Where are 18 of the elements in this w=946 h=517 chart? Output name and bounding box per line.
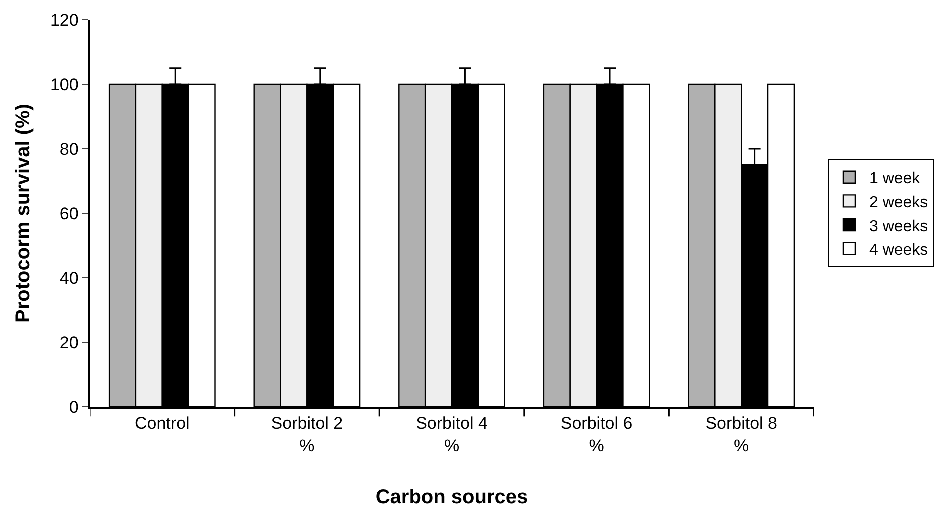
legend-label: 1 week (869, 170, 922, 188)
y-tick-label: 0 (69, 398, 79, 417)
y-axis-title: Protocorm survival (%) (12, 104, 34, 323)
x-tick-label: Sorbitol 8 % (706, 414, 778, 456)
legend-label: 3 weeks (869, 218, 928, 236)
y-tick-label: 120 (50, 10, 79, 30)
x-tick-label: Control (134, 414, 190, 434)
legend-label: 2 weeks (869, 194, 928, 212)
x-tick-label: Sorbitol 4 % (416, 414, 488, 456)
y-tick-label: 100 (50, 75, 79, 94)
y-tick-label: 60 (60, 204, 79, 224)
y-tick-label: 40 (60, 268, 79, 288)
y-tick-label: 20 (60, 333, 79, 352)
x-tick-label: Sorbitol 2 % (271, 414, 344, 456)
y-tick-label: 80 (60, 140, 79, 159)
x-axis-title: Carbon sources (376, 486, 528, 508)
legend-label: 4 weeks (869, 242, 928, 260)
x-tick-label: Sorbitol 6 % (560, 414, 633, 456)
